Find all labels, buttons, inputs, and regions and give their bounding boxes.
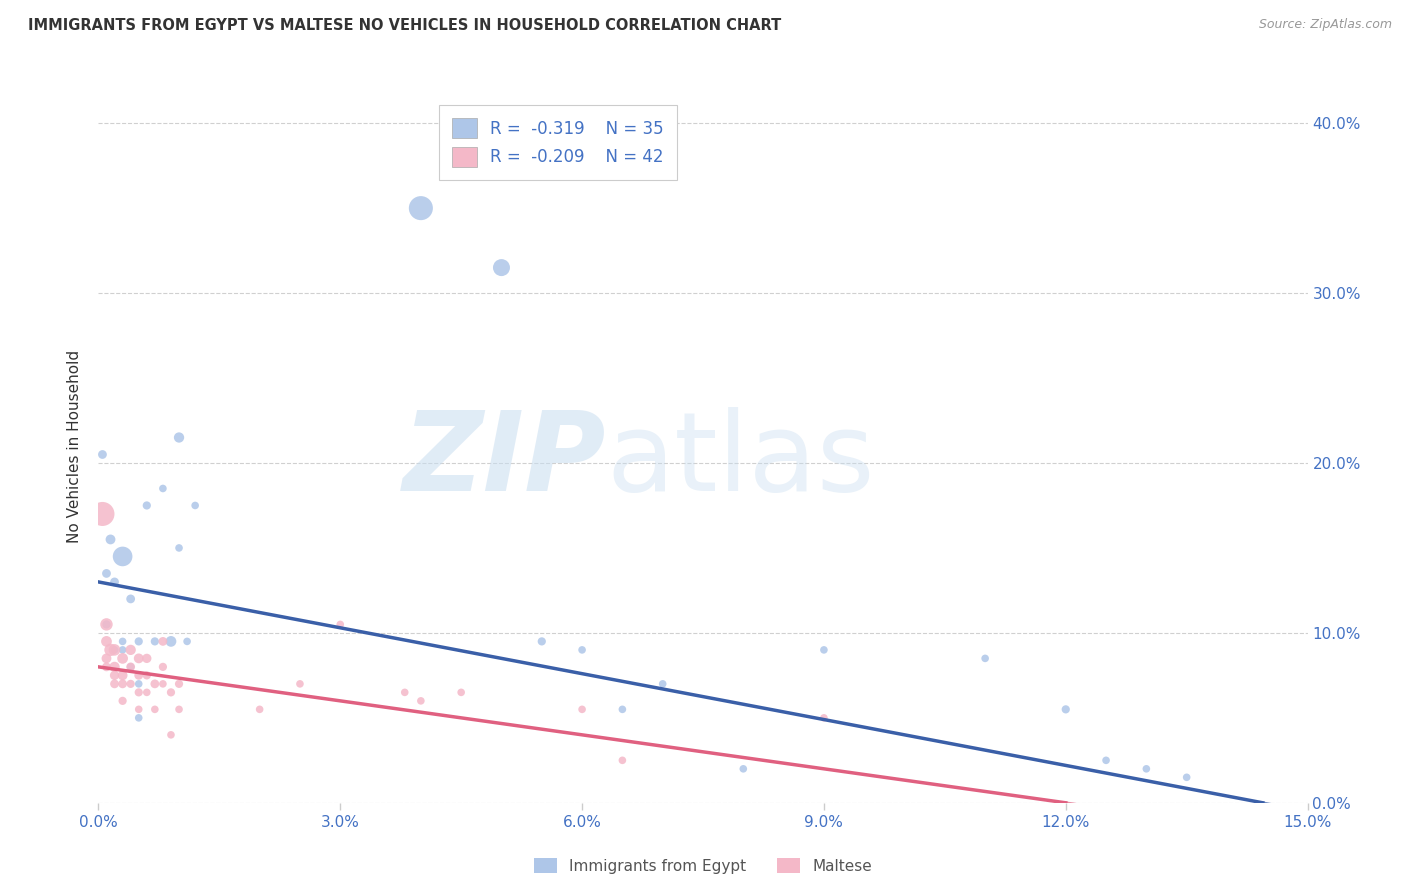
Point [96, 634, 118, 648]
Point [184, 499, 207, 513]
Point [96, 651, 118, 665]
Point [394, 685, 416, 699]
Point [612, 753, 634, 767]
Text: atlas: atlas [606, 407, 875, 514]
Point [120, 660, 142, 674]
Point [103, 574, 125, 589]
Point [530, 634, 553, 648]
Point [651, 677, 673, 691]
Point [160, 634, 183, 648]
Point [167, 430, 190, 444]
Point [91, 448, 114, 462]
Point [128, 651, 150, 665]
Point [813, 711, 835, 725]
Point [96, 566, 118, 581]
Point [143, 634, 166, 648]
Point [143, 702, 166, 716]
Point [491, 260, 513, 275]
Point [111, 651, 134, 665]
Point [111, 668, 134, 682]
Point [120, 591, 142, 606]
Point [128, 668, 150, 682]
Point [813, 643, 835, 657]
Text: ZIP: ZIP [402, 407, 606, 514]
Point [135, 499, 157, 513]
Point [152, 660, 174, 674]
Point [128, 685, 150, 699]
Point [160, 728, 183, 742]
Legend: R =  -0.319    N = 35, R =  -0.209    N = 42: R = -0.319 N = 35, R = -0.209 N = 42 [439, 104, 678, 180]
Point [1135, 762, 1157, 776]
Point [91, 507, 114, 521]
Point [152, 634, 174, 648]
Text: Source: ZipAtlas.com: Source: ZipAtlas.com [1258, 18, 1392, 31]
Point [111, 643, 134, 657]
Text: IMMIGRANTS FROM EGYPT VS MALTESE NO VEHICLES IN HOUSEHOLD CORRELATION CHART: IMMIGRANTS FROM EGYPT VS MALTESE NO VEHI… [28, 18, 782, 33]
Point [135, 685, 157, 699]
Point [1054, 702, 1077, 716]
Point [612, 702, 634, 716]
Point [100, 533, 122, 547]
Point [96, 617, 118, 632]
Point [329, 617, 352, 632]
Point [176, 634, 198, 648]
Point [288, 677, 311, 691]
Point [103, 668, 125, 682]
Point [120, 660, 142, 674]
Point [249, 702, 271, 716]
Point [96, 617, 118, 632]
Point [409, 201, 432, 215]
Point [152, 482, 174, 496]
Point [167, 702, 190, 716]
Point [120, 677, 142, 691]
Point [733, 762, 755, 776]
Point [103, 677, 125, 691]
Point [409, 694, 432, 708]
Point [103, 643, 125, 657]
Point [111, 694, 134, 708]
Y-axis label: No Vehicles in Household: No Vehicles in Household [67, 350, 83, 542]
Point [128, 677, 150, 691]
Point [1095, 753, 1118, 767]
Point [974, 651, 997, 665]
Point [571, 643, 593, 657]
Legend: Immigrants from Egypt, Maltese: Immigrants from Egypt, Maltese [529, 852, 877, 880]
Point [128, 702, 150, 716]
Point [128, 711, 150, 725]
Point [111, 677, 134, 691]
Point [135, 651, 157, 665]
Point [128, 634, 150, 648]
Point [103, 643, 125, 657]
Point [143, 677, 166, 691]
Point [135, 668, 157, 682]
Point [152, 677, 174, 691]
Point [96, 660, 118, 674]
Point [103, 660, 125, 674]
Point [1175, 770, 1198, 784]
Point [100, 643, 122, 657]
Point [450, 685, 472, 699]
Point [160, 685, 183, 699]
Point [120, 643, 142, 657]
Point [571, 702, 593, 716]
Point [167, 677, 190, 691]
Point [111, 634, 134, 648]
Point [167, 541, 190, 555]
Point [111, 549, 134, 564]
